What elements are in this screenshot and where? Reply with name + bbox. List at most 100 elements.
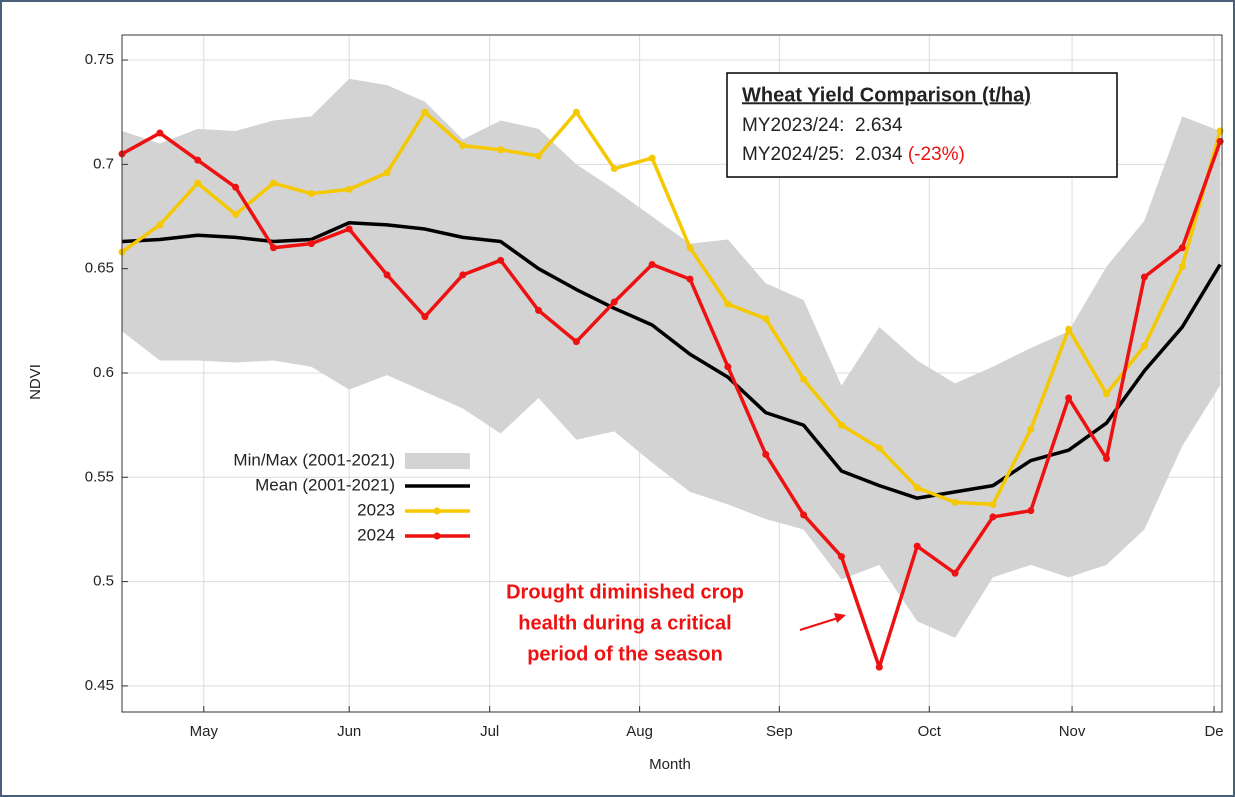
point <box>269 244 277 252</box>
point <box>837 553 845 561</box>
legend-swatch <box>405 453 470 469</box>
point <box>913 542 921 550</box>
point <box>383 271 391 279</box>
x-tick-label: Nov <box>1059 723 1086 740</box>
legend-marker <box>433 507 441 515</box>
point <box>156 129 164 137</box>
x-tick-label: Sep <box>766 723 793 740</box>
point <box>535 152 543 160</box>
point <box>497 146 505 154</box>
y-tick-label: 0.55 <box>85 468 114 485</box>
point <box>345 225 353 233</box>
point <box>875 663 883 671</box>
yield-change: (-23%) <box>908 144 965 165</box>
legend-label: Mean (2001-2021) <box>255 475 395 494</box>
point <box>1065 325 1073 333</box>
legend-marker <box>433 532 441 540</box>
point <box>307 190 315 198</box>
annotation: period of the season <box>527 643 723 665</box>
series-line <box>121 131 1222 669</box>
point <box>762 315 770 323</box>
point <box>837 421 845 429</box>
point <box>232 183 240 191</box>
point <box>1103 390 1111 398</box>
point <box>1178 263 1186 271</box>
point <box>989 513 997 521</box>
plot-border <box>121 34 1223 713</box>
point <box>269 179 277 187</box>
point <box>913 484 921 492</box>
y-tick-label: 0.65 <box>85 260 114 277</box>
point <box>1027 507 1035 515</box>
point <box>648 260 656 268</box>
point <box>307 240 315 248</box>
point <box>648 154 656 162</box>
y-tick-label: 0.7 <box>93 155 114 172</box>
point <box>951 569 959 577</box>
point <box>156 221 164 229</box>
legend-label: 2023 <box>357 500 395 519</box>
point <box>951 498 959 506</box>
y-axis-label: NDVI <box>27 364 44 400</box>
point <box>1178 244 1186 252</box>
series-line <box>121 221 1222 500</box>
point <box>686 275 694 283</box>
x-tick-label: Jun <box>337 723 361 740</box>
y-tick-label: 0.6 <box>93 364 114 381</box>
point <box>800 375 808 383</box>
point <box>1140 273 1148 281</box>
point <box>1216 137 1224 145</box>
point <box>875 444 883 452</box>
point <box>1216 127 1224 135</box>
x-tick-label: May <box>190 723 219 740</box>
legend: Min/Max (2001-2021) Mean (2001-2021) 2023 2… <box>233 450 470 544</box>
yield-box <box>726 72 1118 178</box>
point <box>724 300 732 308</box>
point <box>1065 394 1073 402</box>
point <box>421 313 429 321</box>
point <box>497 256 505 264</box>
y-tick-label: 0.5 <box>93 573 114 590</box>
point <box>724 363 732 371</box>
point <box>459 271 467 279</box>
plot <box>118 78 1224 671</box>
y-tick-label: 0.45 <box>85 677 114 694</box>
point <box>345 185 353 193</box>
point <box>459 142 467 150</box>
point <box>572 338 580 346</box>
legend-label: Min/Max (2001-2021) <box>233 450 395 469</box>
annotation-arrowhead <box>834 613 846 623</box>
annotation-arrow <box>799 617 839 631</box>
series-line <box>120 110 1222 507</box>
yield-line: MY2024/25: 2.034 (-23%) <box>742 144 965 165</box>
point <box>610 298 618 306</box>
yield-line: MY2023/24: 2.634 <box>742 115 903 136</box>
point <box>383 169 391 177</box>
x-tick-label: De <box>1204 723 1223 740</box>
y-tick-label: 0.75 <box>85 51 114 68</box>
point <box>535 306 543 314</box>
point <box>610 165 618 173</box>
x-tick-label: Oct <box>918 723 942 740</box>
yield-line: MY2024/25: 2.034 <box>742 144 903 165</box>
yield-box-title: Wheat Yield Comparison (t/ha) <box>742 84 1031 106</box>
x-axis-label: Month <box>649 756 691 773</box>
legend-label: 2024 <box>357 525 395 544</box>
point <box>762 450 770 458</box>
point <box>989 500 997 508</box>
point <box>232 210 240 218</box>
annotation: Drought diminished crop <box>506 581 744 603</box>
point <box>421 108 429 116</box>
point <box>1140 342 1148 350</box>
point <box>1027 425 1035 433</box>
point <box>194 179 202 187</box>
point <box>572 108 580 116</box>
x-tick-label: Aug <box>626 723 653 740</box>
x-tick-label: Jul <box>480 723 499 740</box>
point <box>194 156 202 164</box>
point <box>686 244 694 252</box>
point <box>1103 455 1111 463</box>
point <box>800 511 808 519</box>
annotation: health during a critical <box>518 612 731 634</box>
